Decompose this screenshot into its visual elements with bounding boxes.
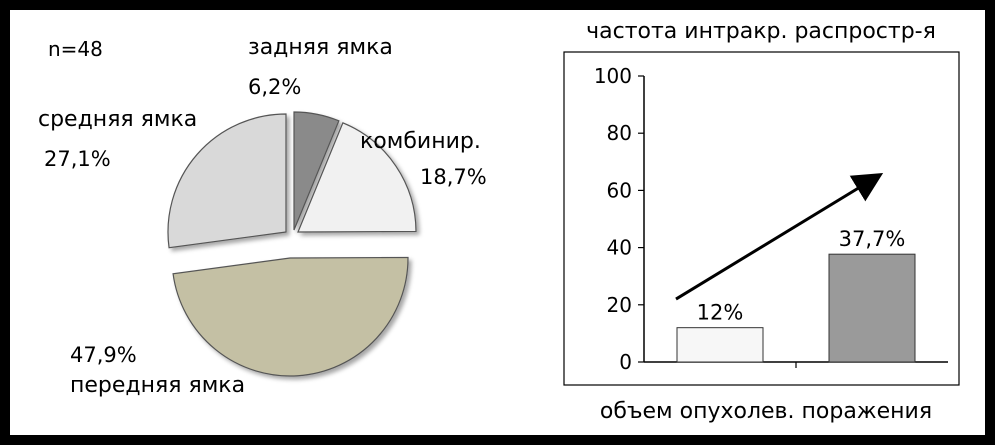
pie-slice-value-label: 27,1% <box>44 147 111 171</box>
y-tick-label: 80 <box>607 121 632 145</box>
pie-chart: задняя ямка 6,2% комбинир. 18,7% передняя ям… <box>38 35 487 398</box>
y-tick-label: 40 <box>607 236 632 260</box>
pie-slice-value-label: 47,9% <box>70 343 137 367</box>
y-tick-label: 60 <box>607 178 632 202</box>
bar-value-label: 12% <box>697 301 744 325</box>
pie-slice-value-label: 6,2% <box>248 75 301 99</box>
y-tick-label: 100 <box>594 64 632 88</box>
trend-arrow <box>675 172 884 301</box>
bar-chart-bars: 12% 37,7% <box>675 172 916 363</box>
bar-value-label: 37,7% <box>839 227 906 251</box>
bar <box>676 327 764 363</box>
pie-slice-label: комбинир. <box>360 129 481 154</box>
pie-slice <box>293 111 340 231</box>
pie-slice <box>167 113 287 249</box>
pie-slice-value-label: 18,7% <box>420 165 487 189</box>
bar-chart-title: частота интракр. распростр-я <box>586 19 936 44</box>
pie-slice <box>297 122 417 233</box>
y-tick-label: 20 <box>607 293 632 317</box>
pie-slice-label: средняя ямка <box>38 107 197 132</box>
bar-chart-xlabel: объем опухолев. поражения <box>600 399 932 424</box>
sample-size-label: n=48 <box>48 37 103 61</box>
chart-frame: задняя ямка 6,2% комбинир. 18,7% передняя ям… <box>10 10 985 435</box>
pie-slice-label: передняя ямка <box>70 373 245 398</box>
chart-canvas: задняя ямка 6,2% комбинир. 18,7% передняя ям… <box>38 19 960 424</box>
bar <box>828 253 916 363</box>
y-tick-label: 0 <box>619 350 632 374</box>
pie-slice-label: задняя ямка <box>248 35 393 60</box>
pie-slice <box>172 256 409 377</box>
